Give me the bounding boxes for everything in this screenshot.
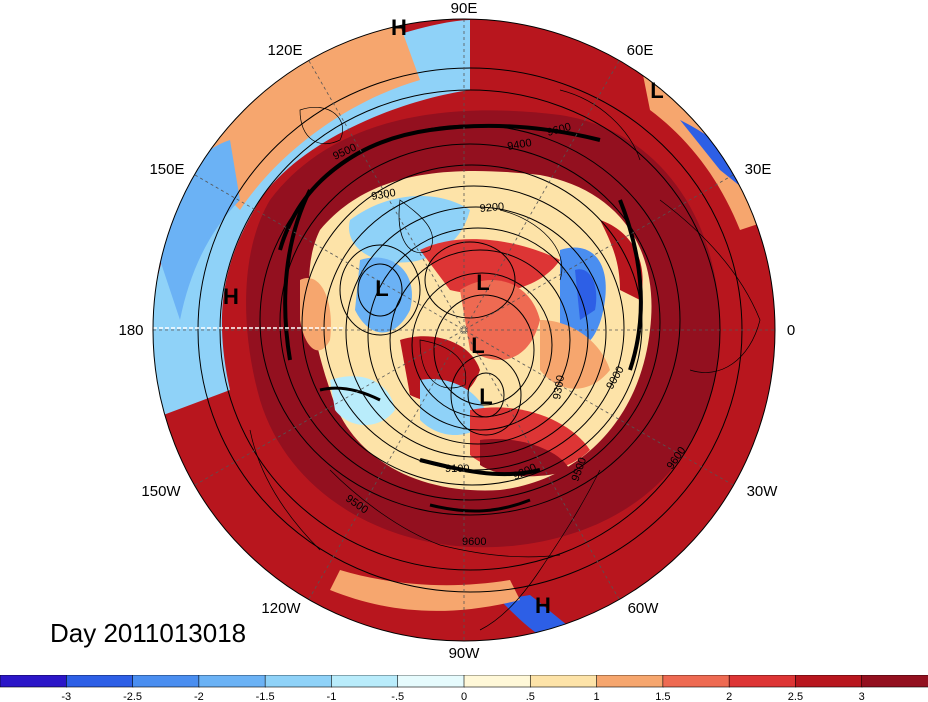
high-pressure-marker: H — [535, 593, 551, 618]
colorbar-tick-label: 0 — [461, 691, 467, 702]
colorbar-swatch — [65, 675, 134, 688]
contour-label: 9600 — [462, 536, 486, 548]
colorbar-tick-label: -1 — [327, 691, 337, 702]
contour-label: 9300 — [370, 187, 396, 203]
lon-label-150w: 150W — [141, 483, 181, 500]
colorbar-swatch — [264, 675, 333, 688]
low-pressure-marker: L — [375, 276, 388, 301]
colorbar-swatch — [397, 675, 465, 688]
colorbar-tick-label: 2 — [726, 691, 732, 702]
high-pressure-marker: H — [391, 15, 407, 40]
lon-label-60w: 60W — [628, 600, 660, 617]
colorbar-swatch — [596, 675, 664, 688]
contour-label: 9200 — [479, 201, 504, 215]
lon-label-120e: 120E — [267, 42, 302, 59]
colorbar-swatch — [662, 675, 730, 688]
colorbar-swatch — [132, 675, 200, 688]
lon-label-30e: 30E — [745, 161, 772, 178]
contour-label: 9400 — [506, 137, 532, 153]
contour-label: 9300 — [551, 374, 567, 400]
lon-label-0: 0 — [787, 322, 795, 339]
contour-label: 9100 — [445, 463, 469, 475]
colorbar-swatch — [795, 675, 863, 688]
lon-label-90w: 90W — [449, 645, 481, 662]
graticule — [153, 19, 775, 641]
low-pressure-marker: L — [650, 78, 663, 103]
map-title: Day 2011013018 — [50, 618, 247, 648]
colorbar-tick-label: 1 — [594, 691, 600, 702]
lon-label-120w: 120W — [261, 600, 301, 617]
map-boundary — [152, 18, 776, 642]
lon-label-60e: 60E — [627, 42, 654, 59]
colorbar-tick-label: .5 — [526, 691, 535, 702]
colorbar-swatch — [331, 675, 399, 688]
colorbar-tick-label: 2.5 — [788, 691, 803, 702]
high-pressure-marker: H — [223, 284, 239, 309]
colorbar-swatch — [198, 675, 266, 688]
colorbar-tick-label: -2.5 — [123, 691, 142, 702]
lon-label-180: 180 — [118, 322, 143, 339]
colorbar-swatch — [728, 675, 797, 688]
low-pressure-marker: L — [476, 270, 489, 295]
colorbar-tick-label: -3 — [61, 691, 71, 702]
low-pressure-marker: L — [471, 333, 484, 358]
colorbar-swatch — [0, 675, 68, 688]
colorbar-tick-label: -2 — [194, 691, 204, 702]
colorbar-tick-label: 3 — [859, 691, 865, 702]
colorbar-tick-label: 1.5 — [655, 691, 670, 702]
lon-label-30w: 30W — [747, 483, 779, 500]
low-pressure-marker: L — [479, 384, 492, 409]
colorbar: -3 -2.5 -2 -1.5 -1 -.5 0 .5 1 1.5 2 2.5 3 — [0, 675, 928, 702]
lon-label-90e: 90E — [451, 0, 478, 17]
colorbar-swatch — [463, 675, 532, 688]
colorbar-swatch — [861, 675, 928, 688]
colorbar-swatch — [529, 675, 598, 688]
colorbar-tick-label: -.5 — [391, 691, 404, 702]
colorbar-tick-label: -1.5 — [256, 691, 275, 702]
lon-label-150e: 150E — [149, 161, 184, 178]
